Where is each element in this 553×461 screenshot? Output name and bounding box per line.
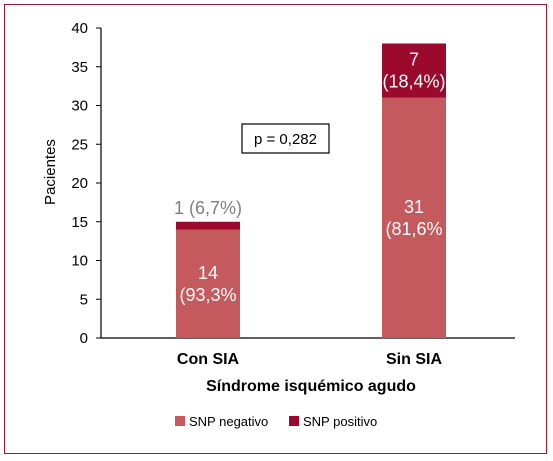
data-label: 7	[409, 50, 419, 70]
legend-label: SNP negativo	[189, 414, 268, 429]
data-label: (81,6%	[385, 219, 442, 239]
bar-segment	[176, 229, 240, 338]
data-label: 14	[198, 263, 218, 283]
y-tick-label: 10	[71, 253, 88, 270]
y-tick-label: 40	[71, 20, 88, 37]
legend-swatch	[289, 416, 299, 426]
legend-swatch	[175, 416, 185, 426]
data-label: 1 (6,7%)	[174, 198, 242, 218]
bar-segment	[176, 221, 240, 230]
y-tick-label: 35	[71, 59, 88, 76]
x-tick-label: Con SIA	[177, 351, 240, 368]
x-tick-label: Sin SIA	[386, 351, 442, 368]
y-tick-label: 5	[80, 291, 88, 308]
bars	[176, 43, 446, 338]
y-tick-label: 30	[71, 98, 88, 115]
bar-segment	[382, 43, 446, 98]
bar-segment	[382, 97, 446, 338]
data-label: 31	[404, 197, 424, 217]
data-label: (18,4%)	[382, 72, 445, 92]
y-tick-label: 25	[71, 136, 88, 153]
data-label: (93,3%	[179, 285, 236, 305]
y-tick-label: 20	[71, 175, 88, 192]
y-tick-label: 15	[71, 214, 88, 231]
chart-frame	[4, 4, 547, 454]
legend: SNP negativo SNP positivo	[175, 414, 377, 429]
data-labels: 14(93,3% 1 (6,7%) 31(81,6% 7(18,4%)	[174, 50, 446, 305]
y-axis-label: Pacientes	[42, 139, 59, 205]
x-axis-label: Síndrome isquémico agudo	[206, 378, 416, 395]
p-value-annotation: p = 0,282	[241, 123, 330, 154]
p-value-text: p = 0,282	[254, 131, 317, 148]
y-tick-label: 0	[80, 330, 88, 347]
legend-label: SNP positivo	[303, 414, 377, 429]
axes: 0 5 10 15 20 25 30 35 40 Con SIA Sin SIA	[71, 20, 515, 368]
